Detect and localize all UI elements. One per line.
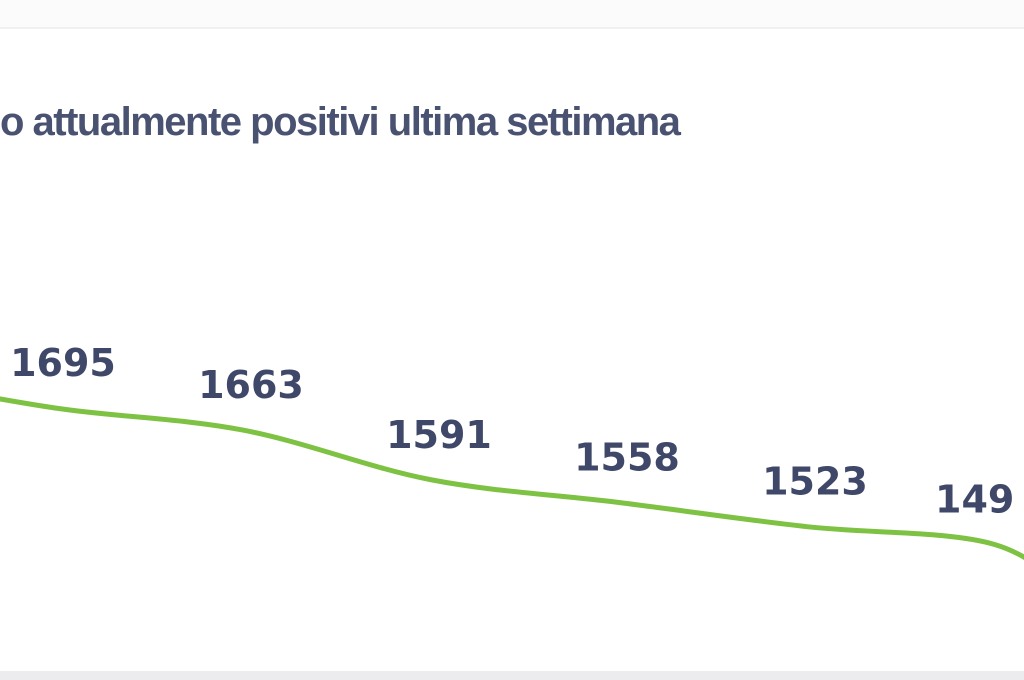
data-label: 1663 [198,363,304,407]
data-label: 149 [935,478,1014,522]
series-line [0,396,1024,561]
top-band [0,0,1024,29]
chart-title: o attualmente positivi ultima settimana [0,100,681,144]
data-label: 1591 [386,413,492,457]
bottom-band [0,671,1024,680]
data-label: 1523 [762,460,868,504]
data-label: 1558 [574,436,680,480]
data-label: 1695 [10,341,116,385]
